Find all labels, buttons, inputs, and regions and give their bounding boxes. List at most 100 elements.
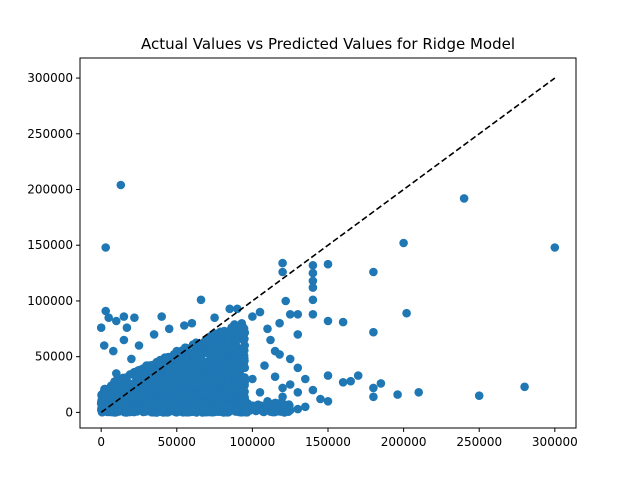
data-point: [281, 296, 291, 306]
data-point: [164, 324, 174, 334]
data-point: [316, 394, 325, 404]
data-point: [196, 295, 206, 305]
data-point: [101, 243, 110, 252]
data-point: [210, 313, 219, 323]
data-point: [240, 373, 249, 382]
data-point: [134, 341, 144, 350]
data-point: [323, 397, 333, 406]
data-point: [157, 312, 166, 321]
data-point: [157, 405, 167, 415]
data-point: [180, 321, 189, 330]
data-point: [149, 330, 159, 339]
data-point: [220, 392, 229, 402]
data-point: [200, 380, 210, 390]
data-point: [301, 402, 310, 412]
data-point: [134, 402, 143, 412]
data-point: [201, 399, 210, 409]
data-point: [520, 382, 529, 392]
data-point: [136, 385, 146, 394]
y-tick-label: 200000: [27, 183, 73, 197]
x-tick-label: 300000: [532, 435, 578, 449]
x-tick-label: 0: [97, 435, 105, 449]
data-point: [143, 398, 152, 407]
data-point: [323, 371, 333, 380]
data-point: [119, 312, 129, 321]
data-point: [169, 378, 179, 387]
data-point: [127, 354, 136, 364]
data-point: [170, 404, 180, 414]
data-point: [248, 374, 257, 384]
x-tick-label: 100000: [229, 435, 275, 449]
data-point: [242, 408, 252, 417]
data-point: [308, 310, 318, 319]
data-point: [223, 384, 232, 393]
data-point: [323, 316, 333, 326]
data-point: [240, 341, 249, 350]
data-point: [248, 401, 257, 411]
data-point: [308, 261, 318, 270]
data-point: [101, 306, 110, 316]
data-point: [137, 372, 146, 381]
data-point: [209, 385, 218, 395]
data-point: [116, 180, 126, 190]
data-point: [278, 267, 287, 277]
data-point: [202, 359, 211, 369]
data-point: [217, 330, 227, 339]
data-point: [102, 385, 111, 395]
data-point: [119, 335, 129, 345]
data-point: [414, 388, 424, 397]
data-point: [150, 401, 160, 410]
data-point: [293, 363, 303, 373]
data-point: [182, 407, 191, 416]
data-point: [225, 304, 234, 314]
data-point: [308, 295, 318, 305]
data-point: [115, 380, 125, 390]
data-point: [255, 388, 265, 397]
data-point: [233, 375, 243, 385]
data-point: [232, 347, 242, 356]
data-point: [369, 327, 378, 337]
data-point: [96, 398, 106, 408]
data-point: [114, 407, 123, 416]
x-tick-label: 150000: [305, 435, 351, 449]
data-point: [353, 371, 363, 380]
data-point: [240, 394, 250, 404]
reference-line: [100, 77, 556, 414]
data-point: [164, 365, 173, 375]
data-point: [233, 322, 243, 331]
data-point: [255, 307, 265, 317]
data-point: [308, 283, 318, 292]
data-point: [193, 400, 202, 410]
data-point: [99, 341, 109, 350]
data-point: [308, 385, 318, 395]
data-point: [278, 258, 287, 268]
plot-area: [96, 77, 560, 417]
data-point: [301, 374, 310, 384]
data-point: [338, 317, 348, 327]
y-tick-label: 50000: [35, 350, 73, 364]
data-point: [191, 346, 201, 356]
y-tick-label: 250000: [27, 127, 73, 141]
data-point: [211, 361, 221, 371]
data-point: [263, 405, 272, 415]
data-point: [162, 382, 172, 391]
data-point: [187, 390, 197, 399]
data-point: [369, 267, 378, 277]
data-point: [228, 361, 238, 371]
data-point: [266, 335, 275, 345]
data-point: [192, 366, 201, 376]
data-point: [369, 392, 378, 402]
data-point: [205, 374, 215, 383]
data-point: [285, 354, 295, 364]
data-point: [308, 276, 318, 286]
data-point: [174, 368, 184, 377]
data-point: [285, 405, 295, 415]
y-tick-label: 300000: [27, 71, 73, 85]
data-point: [187, 318, 197, 328]
data-point: [285, 310, 295, 319]
y-tick-label: 0: [65, 405, 73, 419]
data-point: [205, 405, 215, 415]
data-point: [96, 323, 106, 333]
data-point: [233, 304, 242, 314]
